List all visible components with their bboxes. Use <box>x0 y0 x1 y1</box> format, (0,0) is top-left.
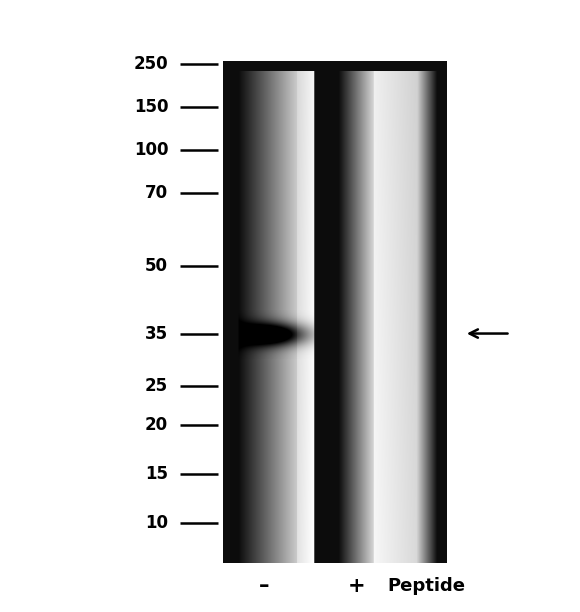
Text: 15: 15 <box>145 465 168 483</box>
Text: 250: 250 <box>133 55 168 73</box>
Text: 150: 150 <box>134 98 168 116</box>
Text: 35: 35 <box>145 324 168 343</box>
Text: 70: 70 <box>145 184 168 202</box>
Text: 50: 50 <box>145 257 168 275</box>
Text: 10: 10 <box>145 514 168 532</box>
Text: 20: 20 <box>145 416 168 435</box>
Text: 100: 100 <box>134 141 168 159</box>
Text: –: – <box>259 577 269 596</box>
Text: Peptide: Peptide <box>387 577 465 595</box>
Text: 25: 25 <box>145 376 168 395</box>
Text: +: + <box>348 577 365 596</box>
